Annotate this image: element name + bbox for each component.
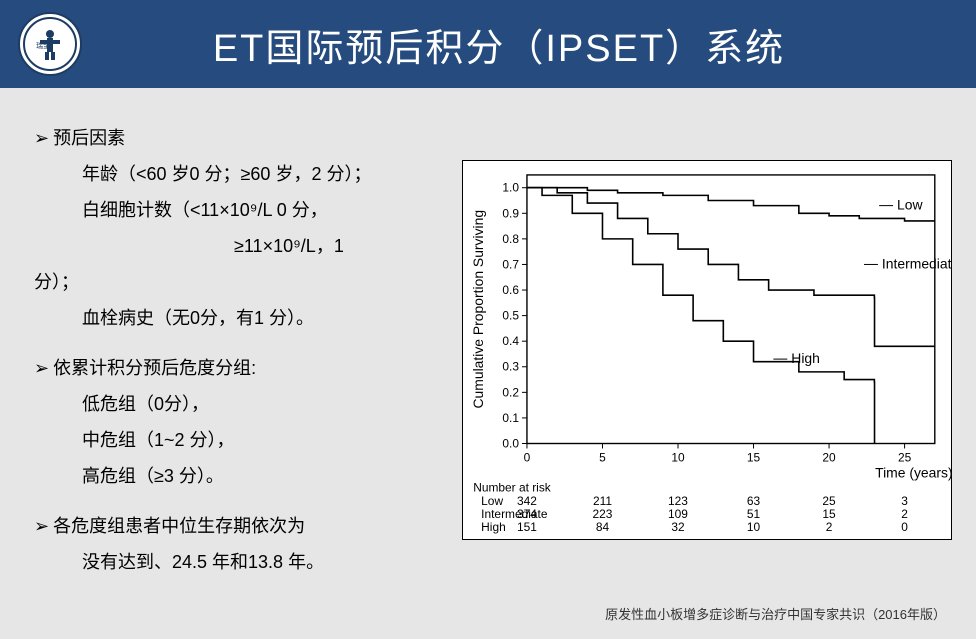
svg-text:342: 342 <box>517 494 537 508</box>
svg-text:151: 151 <box>517 520 537 534</box>
svg-text:3: 3 <box>901 494 908 508</box>
svg-text:0: 0 <box>901 520 908 534</box>
svg-text:Time (years): Time (years) <box>875 464 951 480</box>
svg-text:0.3: 0.3 <box>502 360 519 374</box>
bullet-icon: ➢ <box>34 350 49 386</box>
text-column: ➢预后因素 年龄（<60 岁0 分；≥60 岁，2 分）； 白细胞计数（<11×… <box>34 120 464 594</box>
sec1-l5: 血栓病史（无0分，有1 分）。 <box>34 300 464 336</box>
svg-text:0.0: 0.0 <box>502 436 519 450</box>
svg-text:109: 109 <box>668 507 688 521</box>
bullet-icon: ➢ <box>34 120 49 156</box>
svg-text:0.2: 0.2 <box>502 385 519 399</box>
bullet-icon: ➢ <box>34 508 49 544</box>
svg-text:0.9: 0.9 <box>502 206 519 220</box>
sec2-head-text: 依累计积分预后危度分组: <box>53 358 256 378</box>
svg-text:Number at risk: Number at risk <box>473 480 551 494</box>
svg-text:211: 211 <box>593 494 612 508</box>
svg-text:63: 63 <box>747 494 761 508</box>
svg-text:374: 374 <box>517 507 537 521</box>
section-2: ➢依累计积分预后危度分组: 低危组（0分）， 中危组（1~2 分）， 高危组（≥… <box>34 350 464 494</box>
svg-text:1.0: 1.0 <box>502 181 519 195</box>
logo-text-left: 瑞金 <box>36 41 50 50</box>
km-chart: 0.00.10.20.30.40.50.60.70.80.91.00510152… <box>462 160 952 540</box>
sec1-head: ➢预后因素 <box>34 120 464 156</box>
sec2-l2: 中危组（1~2 分）， <box>34 422 464 458</box>
logo-inner: 瑞金 <box>23 17 77 71</box>
logo-icon: 瑞金 <box>30 24 70 64</box>
svg-text:Low: Low <box>897 197 923 213</box>
svg-text:Intermediate: Intermediate <box>882 255 951 271</box>
svg-text:20: 20 <box>822 450 836 464</box>
sec2-l3: 高危组（≥3 分）。 <box>34 458 464 494</box>
svg-text:0.7: 0.7 <box>502 257 519 271</box>
sec2-l1: 低危组（0分）， <box>34 386 464 422</box>
logo: 瑞金 <box>18 12 82 76</box>
sec1-l3: ≥11×10⁹/L，1 <box>34 228 464 264</box>
svg-text:Intermediate: Intermediate <box>481 507 548 521</box>
svg-text:15: 15 <box>822 507 836 521</box>
sec3-head: ➢各危度组患者中位生存期依次为 <box>34 508 464 544</box>
sec1-l4: 分）； <box>34 264 464 300</box>
sec2-head: ➢依累计积分预后危度分组: <box>34 350 464 386</box>
svg-text:0.1: 0.1 <box>502 411 519 425</box>
sec1-l2: 白细胞计数（<11×10⁹/L 0 分， <box>34 192 464 228</box>
svg-text:0.5: 0.5 <box>502 309 519 323</box>
sec3-l1: 没有达到、24.5 年和13.8 年。 <box>34 544 464 580</box>
svg-text:25: 25 <box>898 450 912 464</box>
slide-root: 瑞金 ET国际预后积分（IPSET）系统 ➢预后因素 年龄（<60 岁0 分；≥… <box>0 0 976 639</box>
svg-text:25: 25 <box>822 494 836 508</box>
svg-text:2: 2 <box>826 520 833 534</box>
section-1: ➢预后因素 年龄（<60 岁0 分；≥60 岁，2 分）； 白细胞计数（<11×… <box>34 120 464 336</box>
svg-text:10: 10 <box>747 520 761 534</box>
svg-text:Low: Low <box>481 494 503 508</box>
svg-text:0: 0 <box>524 450 531 464</box>
km-chart-svg: 0.00.10.20.30.40.50.60.70.80.91.00510152… <box>463 161 951 539</box>
svg-text:0.4: 0.4 <box>502 334 519 348</box>
sec1-head-text: 预后因素 <box>53 128 125 148</box>
svg-text:2: 2 <box>901 507 908 521</box>
svg-text:10: 10 <box>671 450 685 464</box>
body: ➢预后因素 年龄（<60 岁0 分；≥60 岁，2 分）； 白细胞计数（<11×… <box>34 120 952 619</box>
svg-text:High: High <box>481 520 506 534</box>
svg-text:84: 84 <box>596 520 610 534</box>
section-3: ➢各危度组患者中位生存期依次为 没有达到、24.5 年和13.8 年。 <box>34 508 464 580</box>
sec1-l1: 年龄（<60 岁0 分；≥60 岁，2 分）； <box>34 156 464 192</box>
svg-text:5: 5 <box>599 450 606 464</box>
svg-text:15: 15 <box>747 450 761 464</box>
svg-text:51: 51 <box>747 507 761 521</box>
svg-text:High: High <box>791 350 820 366</box>
sec3-head-text: 各危度组患者中位生存期依次为 <box>53 516 305 536</box>
header: 瑞金 ET国际预后积分（IPSET）系统 <box>0 0 976 88</box>
svg-text:32: 32 <box>671 520 685 534</box>
slide-title: ET国际预后积分（IPSET）系统 <box>82 17 976 72</box>
footer-cite: 原发性血小板增多症诊断与治疗中国专家共识（2016年版） <box>605 604 946 623</box>
svg-text:0.8: 0.8 <box>502 232 519 246</box>
svg-text:0.6: 0.6 <box>502 283 519 297</box>
svg-text:123: 123 <box>668 494 688 508</box>
svg-text:Cumulative Proportion Survivin: Cumulative Proportion Surviving <box>470 210 486 409</box>
svg-text:223: 223 <box>593 507 613 521</box>
